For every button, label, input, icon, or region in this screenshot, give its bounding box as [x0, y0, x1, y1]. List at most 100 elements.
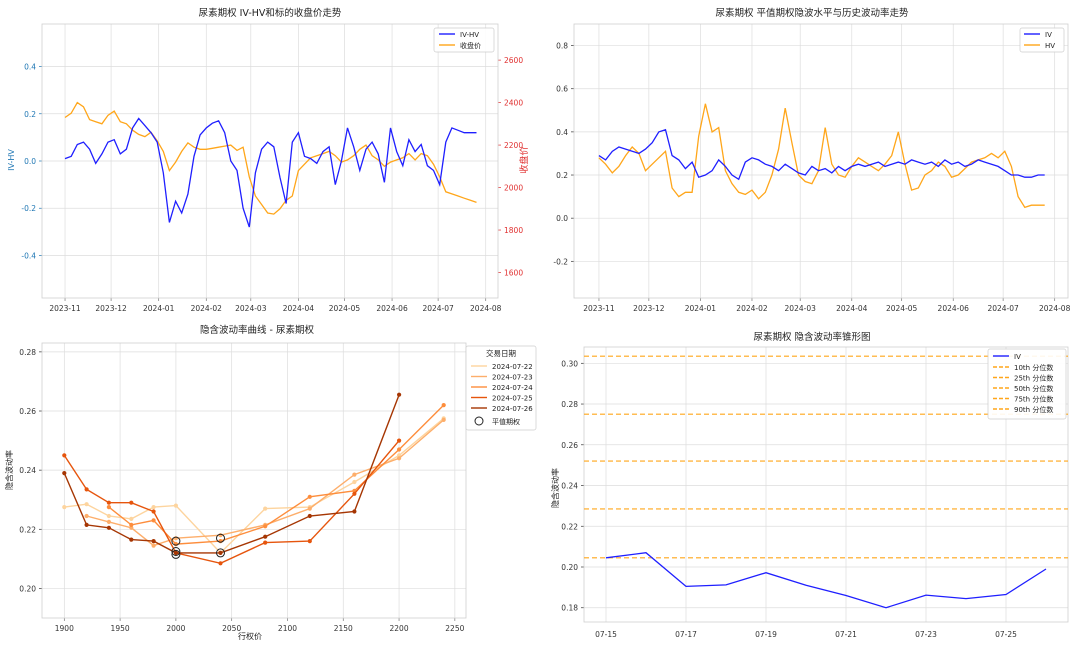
smile-point [62, 471, 67, 476]
iv-hv-line [64, 117, 477, 228]
x-tick-label: 2024-02 [191, 304, 223, 313]
y-tick-label: 0.20 [19, 584, 36, 593]
chart-iv-cone: 尿素期权 隐含波动率锥形图 隐含波动率 07-15 07-17 07-19 07-21… [550, 331, 1069, 639]
smile-point [62, 505, 67, 510]
y-tick-label: -0.4 [21, 251, 36, 260]
x-tick-label: 07-23 [915, 630, 937, 639]
smile-point [106, 513, 111, 519]
plot-frame [41, 342, 467, 619]
y-tick-label: 0.0 [24, 157, 36, 166]
chart3-ylabel: 隐含波动率 [4, 450, 14, 490]
smile-point [397, 392, 402, 397]
legend-label: 2024-07-22 [492, 363, 533, 371]
smile-point [129, 500, 134, 505]
x-tick-label: 2024-04 [836, 304, 868, 313]
chart3-title: 隐含波动率曲线 - 尿素期权 [200, 324, 314, 336]
smile-point [106, 500, 111, 505]
x-tick-label: 2200 [390, 624, 409, 633]
y2-tick-label: 2600 [504, 56, 523, 65]
smile-point [307, 539, 312, 544]
legend-label: 50th 分位数 [1014, 384, 1053, 393]
legend-label: 2024-07-23 [492, 374, 533, 382]
smile-point [263, 534, 268, 539]
atm-marker [171, 547, 181, 556]
legend-label: 90th 分位数 [1014, 405, 1053, 414]
smile-point [106, 519, 111, 525]
smile-point [173, 550, 178, 556]
chart1-y2label: 收盘价 [518, 146, 530, 173]
smile-point [151, 543, 156, 548]
smile-point [62, 453, 67, 458]
legend-title: 交易日期 [486, 348, 516, 358]
atm-marker [171, 536, 181, 546]
smile-point [218, 561, 223, 566]
y-tick-label: 0.20 [561, 563, 578, 572]
x-tick-label: 2150 [334, 624, 353, 633]
y-tick-label: 0.28 [19, 348, 36, 357]
plot-frame [41, 23, 499, 299]
chart1-title: 尿素期权 IV-HV和标的收盘价走势 [199, 7, 342, 19]
y-tick-label: 0.24 [19, 466, 36, 475]
legend-label: HV [1045, 42, 1055, 50]
x-tick-label: 2024-07 [987, 304, 1019, 313]
legend-label: 2024-07-24 [492, 384, 533, 392]
legend-label: IV [1014, 353, 1021, 361]
iv-cone-line [605, 552, 1047, 609]
x-tick-label: 2024-03 [785, 304, 817, 313]
x-tick-label: 2024-02 [736, 304, 768, 313]
smile-point [397, 453, 402, 458]
x-tick-label: 2024-07 [422, 304, 454, 313]
y-tick-label: -0.2 [553, 257, 568, 266]
x-tick-label: 2024-05 [329, 304, 361, 313]
smile-point [151, 539, 156, 544]
x-tick-label: 07-17 [675, 630, 697, 639]
chart3-xlabel: 行权价 [238, 631, 262, 641]
smile-point [307, 494, 312, 499]
y2-tick-label: 2200 [504, 141, 523, 150]
smile-point [84, 522, 89, 528]
y-tick-label: 0.8 [556, 42, 568, 51]
plot-frame [573, 23, 1069, 299]
iv-line [598, 128, 1045, 181]
chart2-title: 尿素期权 平值期权隐波水平与历史波动率走势 [715, 7, 909, 19]
x-tick-label: 2250 [445, 624, 464, 633]
smile-point [129, 525, 134, 530]
hv-line [598, 103, 1045, 209]
smile-point [352, 472, 357, 477]
legend-label: 2024-07-26 [492, 405, 533, 413]
y-tick-label: 0.2 [556, 171, 568, 180]
x-tick-label: 2023-11 [583, 304, 615, 313]
y-tick-label: 0.4 [556, 128, 568, 137]
y-tick-label: 0.26 [561, 441, 578, 450]
x-tick-label: 07-25 [995, 630, 1017, 639]
smile-point [352, 491, 357, 496]
smile-line-2024-07-24 [108, 404, 445, 545]
y2-tick-label: 2000 [504, 184, 523, 193]
smile-point [397, 447, 402, 452]
chart1-ylabel: IV-HV [7, 149, 16, 171]
smile-point [106, 505, 111, 510]
y-tick-label: 0.28 [561, 400, 578, 409]
smile-point [173, 503, 178, 508]
legend-label: 75th 分位数 [1014, 395, 1053, 404]
y2-tick-label: 1800 [504, 226, 523, 235]
y-tick-label: 0.4 [24, 63, 36, 72]
smile-point [129, 516, 134, 522]
smile-point [441, 403, 446, 408]
x-tick-label: 2023-12 [633, 304, 665, 313]
smile-point [84, 502, 89, 507]
y2-tick-label: 2400 [504, 99, 523, 108]
y-tick-label: 0.22 [561, 522, 578, 531]
smile-line-2024-07-22 [64, 417, 445, 554]
y-tick-label: 0.30 [561, 359, 578, 368]
x-tick-label: 2023-12 [95, 304, 127, 313]
close-price-line [64, 101, 477, 215]
smile-point [263, 524, 268, 529]
smile-point [151, 509, 156, 514]
x-tick-label: 2024-06 [376, 304, 408, 313]
smile-point [218, 550, 223, 556]
y-tick-label: -0.2 [21, 204, 36, 213]
x-tick-label: 2000 [166, 624, 185, 633]
x-tick-label: 07-21 [835, 630, 857, 639]
